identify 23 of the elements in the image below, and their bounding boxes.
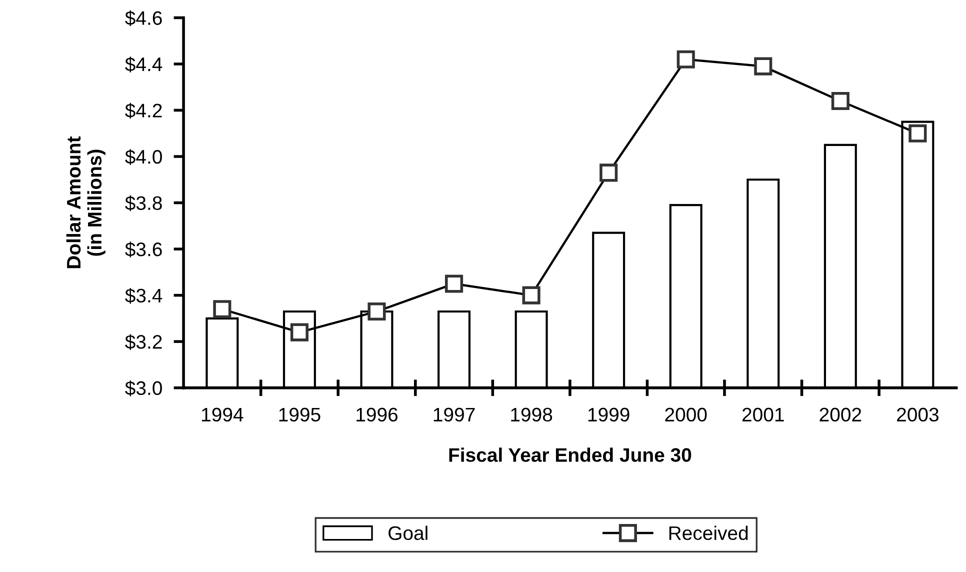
y-tick-label: $3.8 xyxy=(125,195,162,212)
y-tick-label: $3.0 xyxy=(125,380,162,396)
x-axis-title: Fiscal Year Ended June 30 xyxy=(449,448,692,462)
x-tick-label: 1999 xyxy=(588,408,630,422)
y-tick-label: $4.6 xyxy=(125,10,162,26)
x-tick-label: 1998 xyxy=(511,408,552,422)
x-tick-label: 2000 xyxy=(665,408,707,422)
y-tick-label: $4.0 xyxy=(125,149,162,165)
y-tick-label: $3.4 xyxy=(125,288,162,304)
y-tick-label: $4.4 xyxy=(125,56,162,72)
y-tick-label: $4.2 xyxy=(125,102,162,119)
y-axis-title: Dollar Amount (in Millions) xyxy=(66,136,106,268)
x-tick-label: 1996 xyxy=(356,408,398,422)
y-tick-label: $3.2 xyxy=(125,334,162,350)
x-tick-label: 2001 xyxy=(742,408,784,422)
x-tick-label: 2002 xyxy=(820,408,862,422)
y-tick-label: $3.6 xyxy=(125,242,162,258)
x-tick-label: 2003 xyxy=(897,408,938,422)
x-tick-label: 1997 xyxy=(434,408,475,422)
x-tick-label: 1994 xyxy=(202,408,244,422)
legend-label: Received xyxy=(669,526,748,540)
x-tick-label: 1995 xyxy=(279,408,320,422)
legend-label: Goal xyxy=(388,526,428,540)
